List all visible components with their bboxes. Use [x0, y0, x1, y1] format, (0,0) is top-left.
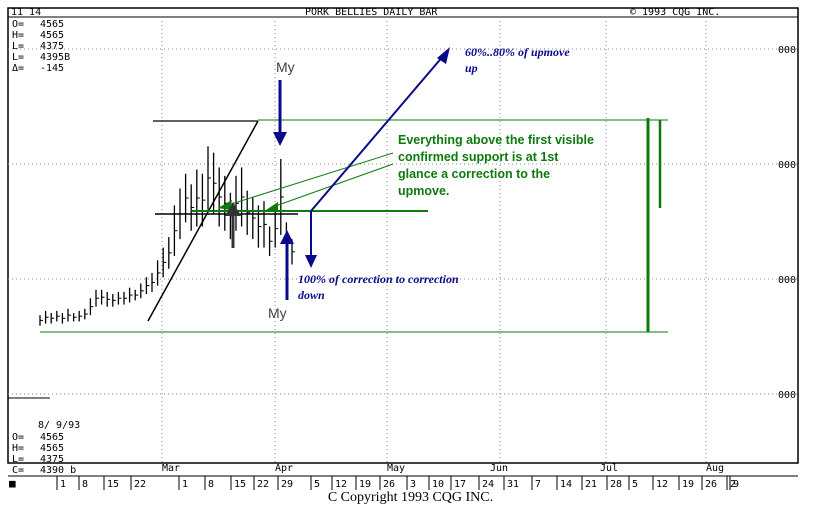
copyright-footer: C Copyright 1993 CQG INC. [327, 490, 494, 505]
day-label: 22 [134, 479, 146, 490]
annotation-line: 100% of correction to correction [298, 272, 459, 286]
bottom-stats: 8/ 9/93 O= 4565 H= 4565 L= 4375 C= 4390 … [12, 420, 80, 476]
correction-annotation: Everything above the first visible confir… [398, 133, 594, 198]
trendline [147, 120, 259, 322]
right-axis-label: 000 [778, 160, 796, 171]
blue-arrows [273, 47, 450, 300]
day-label: 8 [208, 479, 214, 490]
day-label: 15 [234, 479, 246, 490]
day-label: 1 [182, 479, 188, 490]
correction-target-annotation: 100% of correction to correction down [298, 272, 459, 302]
blue-arrowhead-icon [273, 132, 287, 146]
bottom-stat-value: 4390 b [40, 465, 76, 476]
day-label: 12 [656, 479, 668, 490]
right-axis-label: 000 [778, 45, 796, 56]
right-axis-label: 000 [778, 275, 796, 286]
top-stats: O= 4565 H= 4565 L= 4375 L= 4395B Δ= -145 [12, 19, 70, 74]
support-arrowhead-icon [225, 202, 241, 216]
day-label: 22 [257, 479, 269, 490]
annotation-line: upmove. [398, 184, 449, 198]
bottom-stat-label: C= [12, 465, 24, 476]
day-label: 31 [507, 479, 519, 490]
green-connector-1 [227, 152, 394, 206]
day-label: 10 [432, 479, 444, 490]
month-label: Jul [600, 463, 618, 474]
top-stat-value: 4565 [40, 30, 64, 41]
top-stat-label: L= [12, 52, 24, 63]
day-label: 19 [359, 479, 371, 490]
day-label: 24 [482, 479, 494, 490]
green-arrowhead-icon [218, 200, 232, 210]
day-label: 21 [585, 479, 597, 490]
day-label: 1 [60, 479, 66, 490]
bottom-stat-date: 8/ 9/93 [38, 420, 80, 431]
day-label: 5 [632, 479, 638, 490]
day-label: 28 [610, 479, 622, 490]
month-label: Jun [490, 463, 508, 474]
top-stat-value: 4375 [40, 41, 64, 52]
bottom-stat-label: O= [12, 432, 24, 443]
top-stat-value: 4565 [40, 19, 64, 30]
month-label: Mar [162, 463, 180, 474]
header-date: 11 14 [11, 7, 41, 18]
top-stat-label: Δ= [12, 63, 24, 74]
grid-lines [8, 17, 798, 463]
chart-svg: 11 14 PORK BELLIES DAILY BAR © 1993 CQG … [7, 7, 799, 490]
my-label-top: My [276, 59, 295, 75]
my-label-bottom: My [268, 305, 287, 321]
day-label: 9 [733, 479, 739, 490]
bottom-stat-label: L= [12, 454, 24, 465]
bottom-stat-label: H= [12, 443, 24, 454]
chart-frame [7, 7, 799, 464]
blue-arrowhead-icon [305, 255, 317, 268]
annotation-line: glance a correction to the [398, 167, 550, 181]
green-arrowhead-icon [266, 202, 278, 212]
price-bars [39, 146, 295, 326]
top-stat-label: L= [12, 41, 24, 52]
scroll-marker-icon[interactable]: ■ [9, 477, 16, 490]
chart-title: PORK BELLIES DAILY BAR [305, 7, 438, 18]
top-stat-value: 4395B [40, 52, 70, 63]
day-label: 26 [705, 479, 717, 490]
bottom-stat-value: 4565 [40, 432, 64, 443]
day-label: 5 [314, 479, 320, 490]
top-stat-label: H= [12, 30, 24, 41]
bottom-stat-value: 4565 [40, 443, 64, 454]
day-label: 7 [535, 479, 541, 490]
annotation-line: Everything above the first visible [398, 133, 594, 147]
green-lines [40, 118, 668, 333]
blue-arrowhead-icon [437, 47, 450, 64]
day-label: 19 [682, 479, 694, 490]
day-label: 8 [82, 479, 88, 490]
day-label: 17 [454, 479, 466, 490]
annotation-line: 60%..80% of upmove [465, 45, 570, 59]
day-label: 2 [730, 479, 736, 490]
blue-projection-path [310, 54, 445, 212]
day-label: 3 [410, 479, 416, 490]
month-labels: Mar Apr May Jun Jul Aug [162, 463, 724, 474]
top-stat-value: -145 [40, 63, 64, 74]
day-label: 29 [281, 479, 293, 490]
right-axis-label: 000 [778, 390, 796, 401]
day-labels: 1 8 15 22 1 8 15 22 29 5 12 19 26 3 10 17 24 31 7 14 21 28 5 12… [56, 476, 739, 490]
month-label: Apr [275, 463, 293, 474]
annotation-line: down [298, 288, 325, 302]
day-label: 26 [383, 479, 395, 490]
blue-arrowhead-icon [280, 230, 294, 244]
annotation-line: up [465, 61, 478, 75]
day-label: 12 [335, 479, 347, 490]
month-label: Aug [706, 463, 724, 474]
bottom-stat-value: 4375 [40, 454, 64, 465]
day-label: 15 [107, 479, 119, 490]
right-axis: 000 000 000 000 [778, 45, 796, 401]
annotation-line: confirmed support is at 1st [398, 150, 559, 164]
upmove-target-annotation: 60%..80% of upmove up [465, 45, 570, 75]
header-copyright: © 1993 CQG INC. [630, 7, 720, 18]
day-label: 14 [560, 479, 572, 490]
top-stat-label: O= [12, 19, 24, 30]
month-label: May [387, 463, 405, 474]
